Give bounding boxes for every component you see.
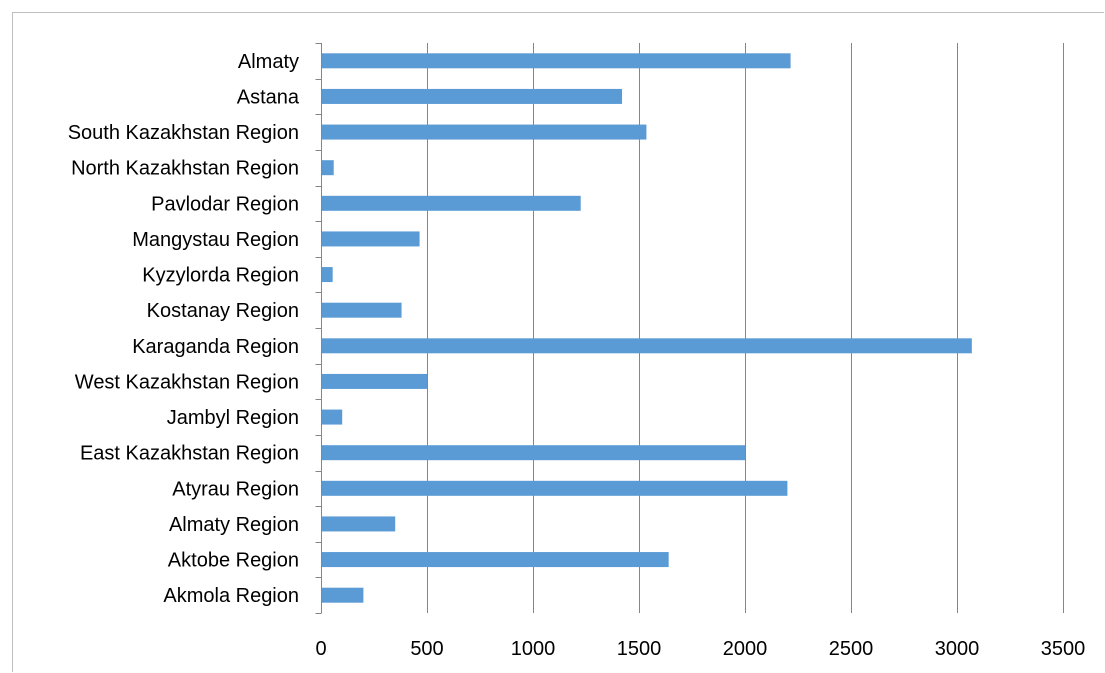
bar-north-kazakhstan-region: [322, 160, 334, 176]
bar-pavlodar-region: [322, 195, 581, 211]
bar-mangystau-region: [322, 231, 420, 247]
bar-kostanay-region: [322, 302, 402, 318]
category-label: Astana: [237, 86, 300, 108]
x-tick-label: 1000: [511, 638, 556, 660]
bar-astana: [322, 88, 623, 104]
category-label: Pavlodar Region: [151, 193, 299, 215]
category-label: Jambyl Region: [167, 407, 299, 429]
x-tick-label: 500: [410, 638, 443, 660]
category-label: South Kazakhstan Region: [68, 122, 299, 144]
category-label: Aktobe Region: [168, 550, 299, 572]
bar-karaganda-region: [322, 338, 972, 354]
category-label: North Kazakhstan Region: [71, 158, 299, 180]
bar-jambyl-region: [322, 409, 343, 425]
x-tick-label: 3000: [935, 638, 980, 660]
x-tick-label: 2000: [723, 638, 768, 660]
category-label: Kyzylorda Region: [142, 265, 299, 287]
bar-south-kazakhstan-region: [322, 124, 647, 140]
category-label: Kostanay Region: [147, 300, 299, 322]
x-tick-label: 2500: [829, 638, 874, 660]
bar-akmola-region: [322, 587, 364, 603]
bar-kyzylorda-region: [322, 267, 333, 283]
category-label: Mangystau Region: [132, 229, 299, 251]
bar-almaty: [322, 53, 791, 69]
category-label: Atyrau Region: [172, 478, 299, 500]
category-label: Almaty: [238, 51, 299, 73]
x-tick-label: 1500: [617, 638, 662, 660]
bar-west-kazakhstan-region: [322, 373, 427, 389]
x-tick-label: 0: [315, 638, 326, 660]
category-label: West Kazakhstan Region: [75, 371, 299, 393]
category-label: East Kazakhstan Region: [80, 443, 299, 465]
category-label: Akmola Region: [163, 585, 299, 607]
bar-atyrau-region: [322, 480, 788, 496]
category-label: Almaty Region: [169, 514, 299, 536]
bar-aktobe-region: [322, 552, 669, 568]
x-tick-label: 3500: [1041, 638, 1086, 660]
bar-almaty-region: [322, 516, 396, 532]
category-label: Karaganda Region: [132, 336, 299, 358]
bar-east-kazakhstan-region: [322, 445, 745, 461]
